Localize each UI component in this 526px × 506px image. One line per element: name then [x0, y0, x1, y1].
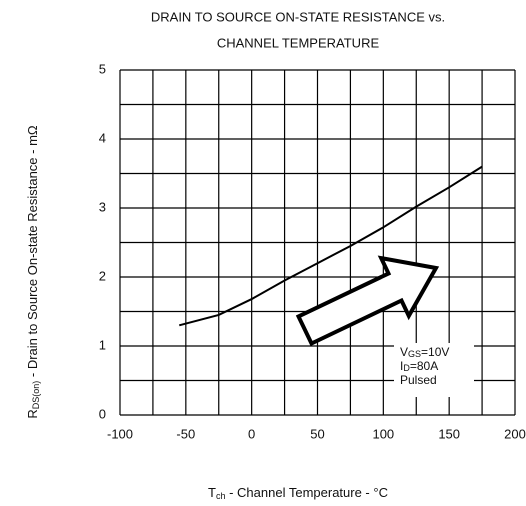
annotation: VGS=10V [400, 345, 449, 359]
annotation: ID=80A [400, 359, 438, 373]
x-tick-label: 0 [248, 426, 255, 441]
y-tick-label: 1 [99, 337, 106, 352]
annotation: Pulsed [400, 373, 437, 387]
y-axis-label: RDS(on) - Drain to Source On-state Resis… [25, 125, 41, 419]
data-line [178, 165, 483, 327]
chart-title: CHANNEL TEMPERATURE [217, 35, 380, 50]
arrow [295, 255, 440, 347]
y-tick-label: 0 [99, 406, 106, 421]
chart-title: DRAIN TO SOURCE ON-STATE RESISTANCE vs. [151, 9, 445, 24]
y-tick-label: 4 [99, 130, 106, 145]
x-axis-label: Tch - Channel Temperature - °C [208, 485, 388, 501]
x-tick-label: 150 [438, 426, 460, 441]
x-tick-label: 100 [372, 426, 394, 441]
y-tick-label: 3 [99, 199, 106, 214]
y-tick-label: 2 [99, 268, 106, 283]
x-tick-label: 200 [504, 426, 526, 441]
x-tick-label: -100 [107, 426, 133, 441]
x-tick-label: 50 [310, 426, 324, 441]
x-tick-label: -50 [176, 426, 195, 441]
annotation-box [394, 343, 474, 397]
y-tick-label: 5 [99, 61, 106, 76]
